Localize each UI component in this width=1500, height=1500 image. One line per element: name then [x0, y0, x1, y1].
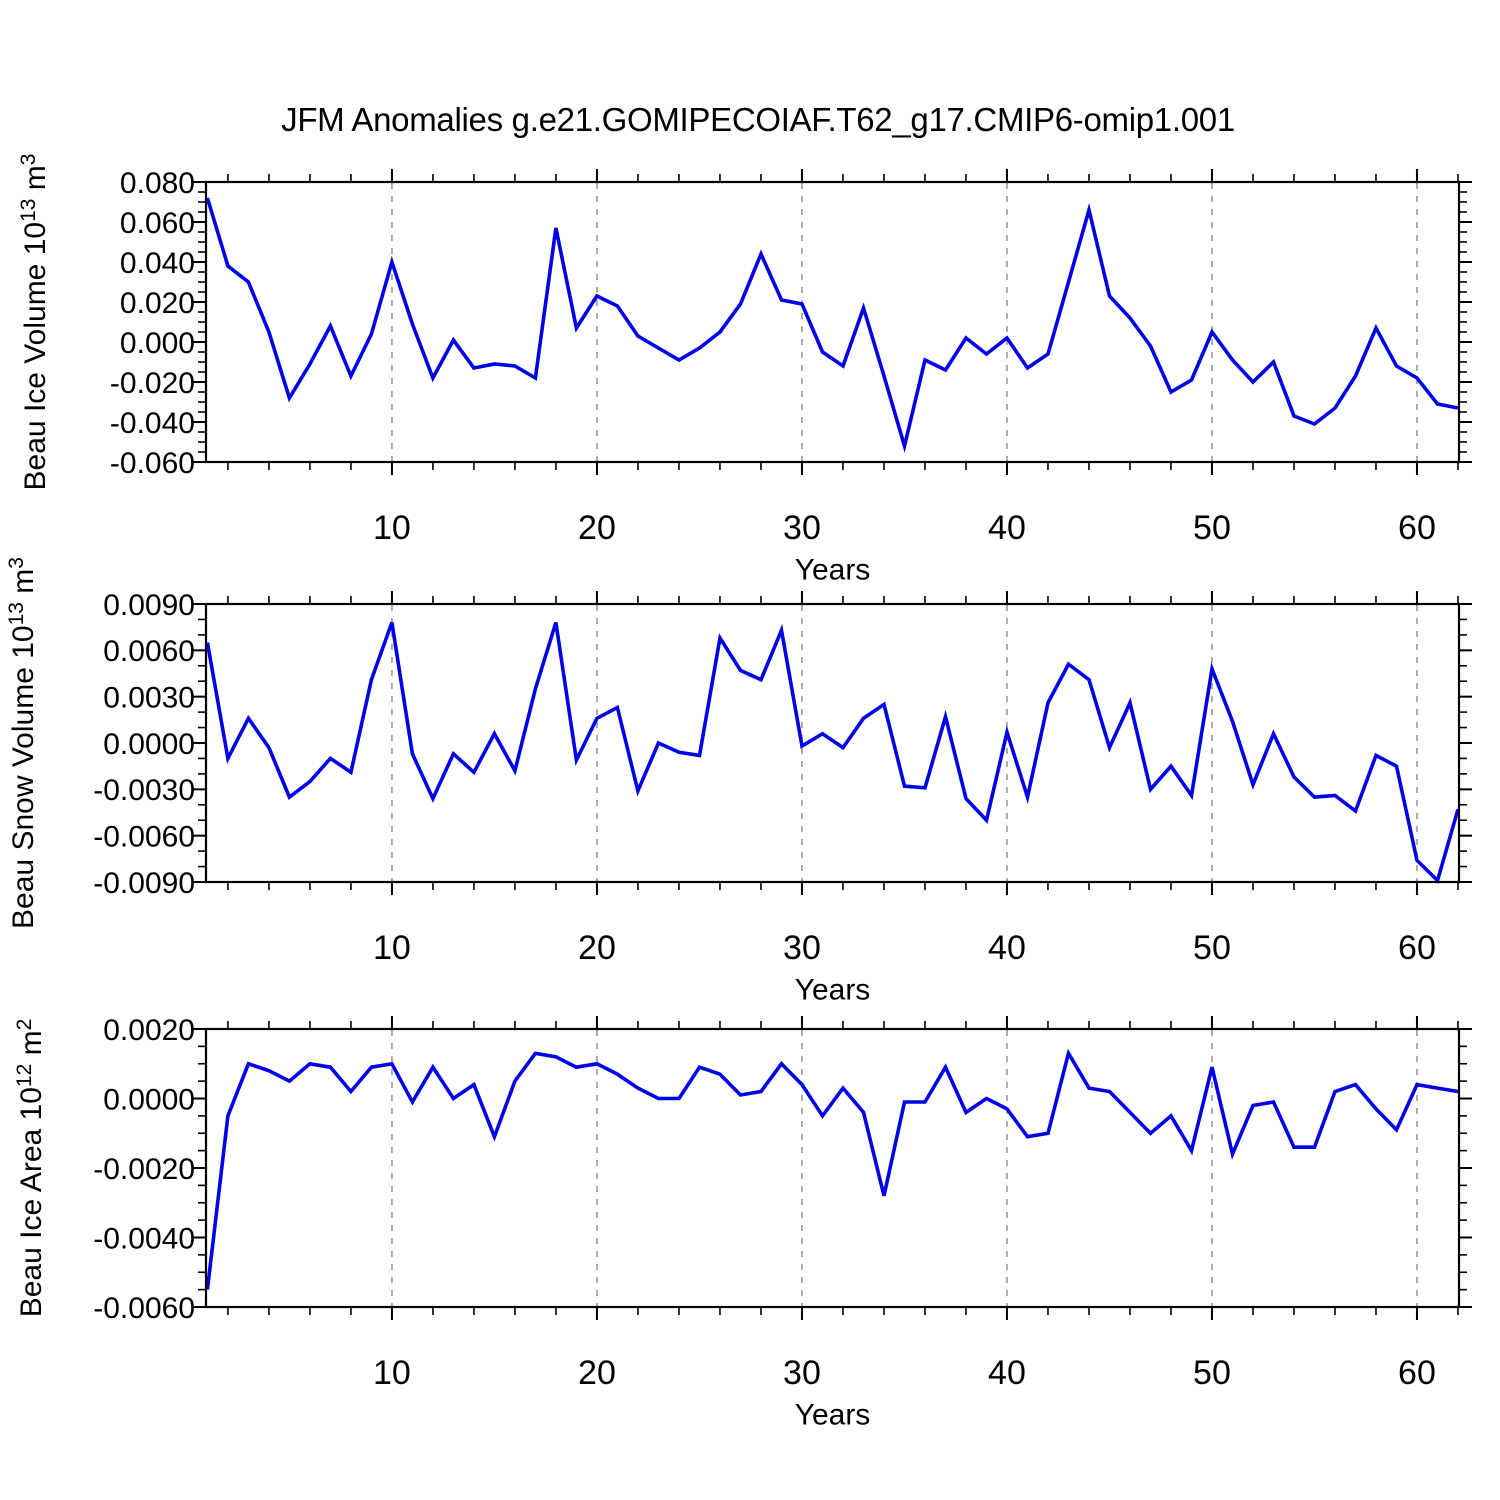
y-tick-label: -0.020 — [110, 367, 195, 400]
x-axis-title: Years — [795, 973, 871, 1006]
y-tick-label: -0.0030 — [93, 774, 195, 807]
y-tick-label: 0.0000 — [103, 1083, 195, 1116]
y-tick-label: -0.0060 — [93, 820, 195, 853]
x-tick-label: 20 — [578, 1354, 616, 1392]
y-tick-label: 0.060 — [120, 207, 195, 240]
y-tick-label: 0.0000 — [103, 728, 195, 761]
y-tick-label: 0.0090 — [103, 589, 195, 622]
series-line — [205, 621, 1460, 884]
y-tick-label: -0.0040 — [93, 1222, 195, 1255]
x-tick-label: 20 — [578, 509, 616, 547]
x-tick-label: 10 — [373, 509, 411, 547]
x-tick-label: 10 — [373, 929, 411, 967]
x-axis-title: Years — [795, 553, 871, 586]
y-axis-title: Beau Ice Area 1012 m2 — [13, 1019, 48, 1318]
x-axis-title: Years — [795, 1398, 871, 1431]
x-tick-label: 10 — [373, 1354, 411, 1392]
x-tick-label: 40 — [988, 929, 1026, 967]
x-tick-label: 60 — [1398, 509, 1436, 547]
x-tick-label: 40 — [988, 509, 1026, 547]
y-tick-label: -0.0020 — [93, 1153, 195, 1186]
x-tick-label: 20 — [578, 929, 616, 967]
x-tick-label: 30 — [783, 929, 821, 967]
x-tick-label: 60 — [1398, 1354, 1436, 1392]
x-tick-label: 30 — [783, 1354, 821, 1392]
y-tick-label: 0.0060 — [103, 635, 195, 668]
series-line — [205, 197, 1459, 454]
x-tick-label: 50 — [1193, 509, 1231, 547]
y-tick-label: 0.000 — [120, 327, 195, 360]
y-tick-label: 0.040 — [120, 247, 195, 280]
y-tick-label: 0.080 — [120, 167, 195, 200]
x-tick-label: 50 — [1193, 1354, 1231, 1392]
x-tick-label: 60 — [1398, 929, 1436, 967]
y-tick-label: 0.0030 — [103, 681, 195, 714]
series-line — [205, 1048, 1459, 1290]
y-axis-title: Beau Ice Volume 1013 m3 — [17, 154, 52, 491]
y-tick-label: 0.020 — [120, 287, 195, 320]
x-tick-label: 50 — [1193, 929, 1231, 967]
x-tick-label: 40 — [988, 1354, 1026, 1392]
figure-title: JFM Anomalies g.e21.GOMIPECOIAF.T62_g17.… — [281, 101, 1235, 138]
y-tick-label: -0.0060 — [93, 1292, 195, 1325]
y-tick-label: -0.0090 — [93, 867, 195, 900]
y-tick-label: -0.060 — [110, 447, 195, 480]
y-tick-label: 0.0020 — [103, 1014, 195, 1047]
y-axis-title: Beau Snow Volume 1013 m3 — [5, 557, 40, 929]
x-tick-label: 30 — [783, 509, 821, 547]
y-tick-label: -0.040 — [110, 407, 195, 440]
